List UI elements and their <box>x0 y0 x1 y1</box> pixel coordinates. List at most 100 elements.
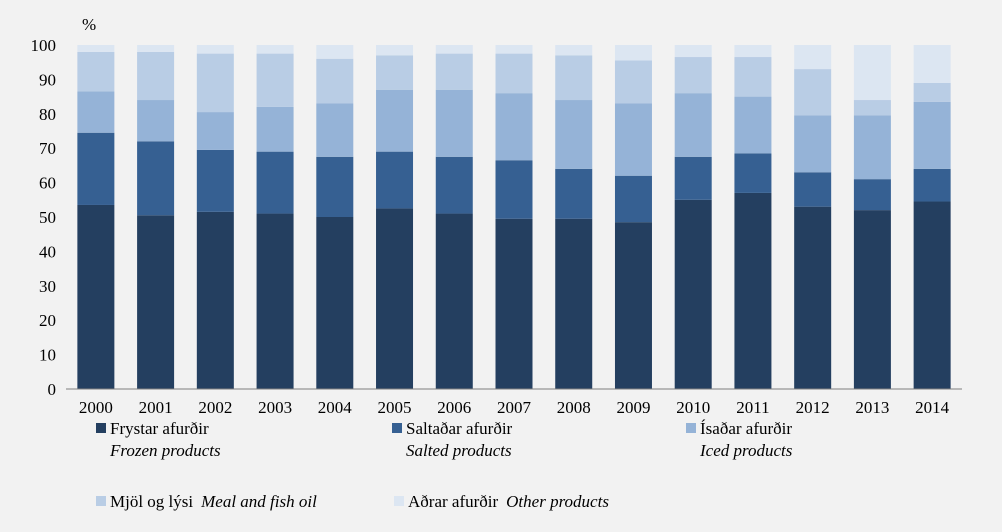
bar-segment-2009-series-1 <box>615 176 652 222</box>
y-tick-label: 60 <box>39 174 56 193</box>
legend-item-iced: Ísaðar afurðir Iced products <box>686 418 792 462</box>
bar-segment-2011-series-2 <box>734 97 771 154</box>
bar-segment-2011-series-0 <box>734 193 771 389</box>
bar-segment-2013-series-3 <box>854 100 891 115</box>
bar-segment-2005-series-4 <box>376 45 413 55</box>
legend-label-other-en: Other products <box>506 491 609 513</box>
x-tick-label: 2000 <box>79 398 113 417</box>
bar-segment-2002-series-0 <box>197 212 234 389</box>
bar-segment-2004-series-4 <box>316 45 353 59</box>
bar-segment-2014-series-0 <box>914 202 951 389</box>
bar-segment-2006-series-3 <box>436 54 473 90</box>
x-tick-label: 2001 <box>139 398 173 417</box>
x-tick-label: 2007 <box>497 398 532 417</box>
legend-label-salted: Saltaðar afurðir <box>406 418 512 440</box>
bar-segment-2003-series-0 <box>257 214 294 389</box>
legend-label-frozen: Frystar afurðir <box>110 418 221 440</box>
bar-segment-2008-series-1 <box>555 169 592 219</box>
bar-segment-2002-series-2 <box>197 112 234 150</box>
x-tick-label: 2003 <box>258 398 292 417</box>
bar-segment-2007-series-0 <box>496 219 533 389</box>
bar-segment-2013-series-1 <box>854 179 891 210</box>
bar-segment-2007-series-1 <box>496 160 533 218</box>
x-tick-label: 2006 <box>437 398 471 417</box>
bar-segment-2011-series-1 <box>734 153 771 193</box>
legend-label-other: Aðrar afurðir <box>408 491 498 513</box>
y-tick-label: 40 <box>39 242 56 261</box>
legend-swatch-meal <box>96 496 106 506</box>
bar-segment-2001-series-4 <box>137 45 174 52</box>
bar-segment-2003-series-4 <box>257 45 294 54</box>
bar-segment-2014-series-4 <box>914 45 951 83</box>
bar-segment-2012-series-0 <box>794 207 831 389</box>
bar-segment-2000-series-0 <box>77 205 114 389</box>
x-tick-label: 2002 <box>198 398 232 417</box>
bar-segment-2007-series-3 <box>496 54 533 94</box>
legend-item-frozen: Frystar afurðir Frozen products <box>96 418 221 462</box>
bar-segment-2000-series-4 <box>77 45 114 52</box>
bar-segment-2012-series-1 <box>794 172 831 206</box>
x-tick-label: 2011 <box>736 398 769 417</box>
bar-segment-2002-series-3 <box>197 54 234 112</box>
legend-swatch-salted <box>392 423 402 433</box>
y-axis-ticks: 0 10 20 30 40 50 60 70 80 90 100 <box>31 36 57 399</box>
x-tick-label: 2004 <box>318 398 353 417</box>
bars-group <box>77 45 950 389</box>
x-axis-ticks: 2000 2001 2002 2003 2004 2005 2006 2007 2008 2009… <box>79 398 950 417</box>
bar-segment-2008-series-4 <box>555 45 592 55</box>
legend-item-salted: Saltaðar afurðir Salted products <box>392 418 512 462</box>
y-unit-label: % <box>82 15 96 34</box>
legend-item-other: Aðrar afurðir Other products <box>394 491 609 513</box>
bar-segment-2007-series-2 <box>496 93 533 160</box>
bar-segment-2000-series-2 <box>77 91 114 132</box>
bar-segment-2009-series-4 <box>615 45 652 60</box>
bar-segment-2000-series-3 <box>77 52 114 92</box>
bar-segment-2010-series-4 <box>675 45 712 57</box>
x-tick-label: 2012 <box>796 398 830 417</box>
y-tick-label: 90 <box>39 70 56 89</box>
legend-swatch-frozen <box>96 423 106 433</box>
bar-segment-2003-series-2 <box>257 107 294 152</box>
y-tick-label: 0 <box>48 380 57 399</box>
bar-segment-2006-series-4 <box>436 45 473 54</box>
y-tick-label: 100 <box>31 36 57 55</box>
bar-segment-2010-series-0 <box>675 200 712 389</box>
bar-segment-2003-series-1 <box>257 152 294 214</box>
bar-segment-2012-series-2 <box>794 116 831 173</box>
bar-segment-2006-series-1 <box>436 157 473 214</box>
legend-label-iced: Ísaðar afurðir <box>700 418 792 440</box>
legend-swatch-iced <box>686 423 696 433</box>
bar-segment-2004-series-2 <box>316 103 353 156</box>
bar-segment-2005-series-0 <box>376 208 413 389</box>
y-tick-label: 10 <box>39 346 56 365</box>
bar-segment-2014-series-1 <box>914 169 951 202</box>
bar-segment-2001-series-0 <box>137 215 174 389</box>
bar-segment-2007-series-4 <box>496 45 533 54</box>
bar-segment-2008-series-3 <box>555 55 592 100</box>
y-tick-label: 80 <box>39 105 56 124</box>
bar-segment-2005-series-3 <box>376 55 413 89</box>
bar-segment-2005-series-2 <box>376 90 413 152</box>
legend: Frystar afurðir Frozen products Saltaðar… <box>96 418 976 528</box>
bar-segment-2010-series-2 <box>675 93 712 157</box>
bar-segment-2004-series-3 <box>316 59 353 104</box>
bar-segment-2011-series-3 <box>734 57 771 97</box>
y-tick-label: 50 <box>39 208 56 227</box>
bar-segment-2013-series-0 <box>854 210 891 389</box>
bar-segment-2004-series-0 <box>316 217 353 389</box>
bar-segment-2009-series-2 <box>615 103 652 175</box>
bar-segment-2014-series-2 <box>914 102 951 169</box>
bar-segment-2002-series-1 <box>197 150 234 212</box>
bar-segment-2008-series-2 <box>555 100 592 169</box>
bar-segment-2006-series-2 <box>436 90 473 157</box>
x-tick-label: 2009 <box>616 398 650 417</box>
x-tick-label: 2005 <box>378 398 412 417</box>
legend-swatch-other <box>394 496 404 506</box>
bar-segment-2004-series-1 <box>316 157 353 217</box>
bar-segment-2009-series-3 <box>615 60 652 103</box>
legend-item-meal: Mjöl og lýsi Meal and fish oil <box>96 491 317 513</box>
legend-label-meal: Mjöl og lýsi <box>110 491 193 513</box>
bar-segment-2013-series-4 <box>854 45 891 100</box>
